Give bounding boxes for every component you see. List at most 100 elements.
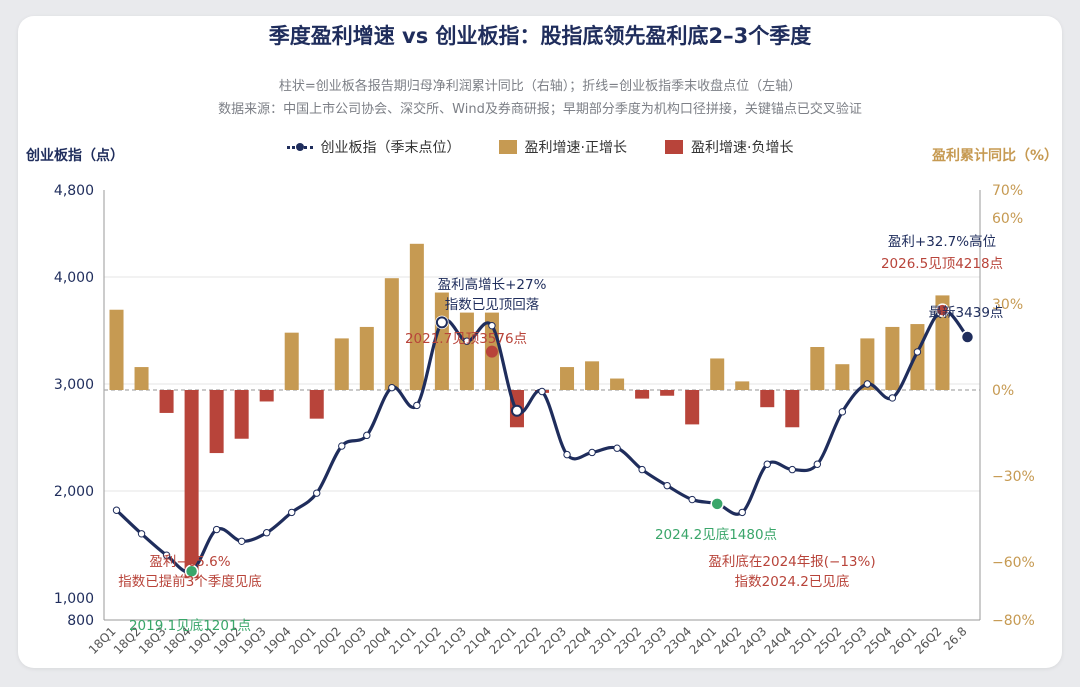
index-point [613, 444, 621, 452]
highlight-ring-marker [510, 404, 523, 417]
x-tick-label: 18Q1 [86, 624, 119, 657]
x-tick-label: 23Q4 [662, 624, 695, 657]
index-point [913, 348, 922, 356]
highlight-marker [935, 303, 950, 317]
legend: 创业板指（季末点位） 盈利增速·正增长 盈利增速·负增长 [0, 137, 1080, 157]
bar [685, 390, 700, 425]
index-point [663, 481, 671, 490]
x-tick-label: 25Q3 [837, 624, 870, 657]
x-tick-label: 24Q2 [712, 624, 745, 657]
legend-pos-swatch [498, 140, 517, 154]
bar [735, 381, 750, 390]
bar [785, 390, 800, 428]
x-tick-label: 21Q1 [386, 624, 419, 657]
index-point [388, 383, 396, 392]
left-tick-label: 3,000 [54, 377, 94, 393]
index-point [838, 408, 847, 416]
chart-title: 季度盈利增速 vs 创业板指：股指底领先盈利底2–3个季度 [268, 24, 812, 48]
left-tick-label: 800 [67, 613, 94, 629]
bar [760, 390, 775, 408]
legend-item-neg: 盈利增速·负增长 [665, 137, 793, 157]
x-tick-label: 20Q2 [311, 624, 344, 657]
x-tick-label: 22Q3 [536, 624, 569, 657]
chart-subtitle-2: 数据来源：中国上市公司协会、深交所、Wind及券商研报；早期部分季度为机构口径拼… [218, 102, 862, 117]
x-tick-label: 24Q4 [762, 624, 795, 657]
index-point [563, 450, 571, 459]
bar [635, 390, 650, 399]
legend-item-pos: 盈利增速·正增长 [498, 137, 627, 157]
x-tick-label: 24Q1 [687, 624, 720, 657]
bar [459, 312, 474, 390]
bar [409, 243, 424, 390]
bar [910, 324, 925, 390]
annotation: 最新3439点 [929, 305, 1004, 321]
x-tick-label: 26Q1 [887, 624, 920, 657]
highlight-marker [485, 345, 498, 358]
index-point [813, 460, 822, 468]
x-tick-label: 24Q3 [737, 624, 770, 657]
index-point [237, 537, 246, 545]
x-tick-label: 26.8 [941, 624, 970, 653]
index-point [112, 506, 121, 514]
x-tick-label: 25Q4 [862, 624, 895, 657]
left-tick-label: 4,000 [54, 270, 94, 286]
annotation: 2021.7见顶3576点 [405, 331, 527, 347]
bar [284, 332, 299, 390]
right-tick-label: 60% [992, 211, 1023, 227]
index-point [338, 442, 346, 450]
right-axis-label: 盈利累计同比（%） [931, 148, 1058, 164]
right-tick-label: −80% [992, 613, 1035, 629]
index-point [588, 448, 596, 457]
peak-ring-marker [435, 316, 448, 329]
bar [184, 390, 199, 579]
x-tick-label: 21Q4 [461, 624, 494, 657]
bar [610, 378, 625, 390]
bar [259, 390, 274, 402]
annotation: 盈利高增长+27% [438, 276, 547, 293]
index-point [463, 337, 471, 345]
chart-subtitle-1: 柱状=创业板各报告期归母净利润累计同比（右轴）；折线=创业板指季末收盘点位（左轴… [278, 79, 802, 94]
x-tick-label: 22Q2 [511, 624, 544, 657]
x-tick-label: 21Q2 [411, 624, 444, 657]
left-tick-label: 4,800 [54, 183, 94, 199]
index-point [137, 530, 146, 538]
legend-neg-swatch [665, 140, 683, 154]
x-tick-label: 20Q4 [361, 624, 394, 657]
x-tick-label: 21Q3 [436, 624, 469, 657]
index-point [212, 525, 221, 534]
highlight-marker [960, 330, 975, 344]
x-tick-label: 19Q4 [261, 624, 294, 657]
bar [159, 390, 174, 413]
bar [810, 347, 825, 390]
bar [234, 390, 249, 439]
annotation: 2026.5见顶4218点 [881, 256, 1003, 272]
bar [359, 326, 374, 390]
right-tick-label: −30% [992, 469, 1035, 485]
bar [209, 390, 224, 454]
legend-label-pos: 盈利增速·正增长 [524, 140, 627, 156]
x-tick-label: 25Q2 [812, 624, 845, 657]
bar [134, 367, 149, 390]
highlight-marker [710, 497, 724, 511]
left-tick-label: 2,000 [54, 484, 94, 500]
annotation: 盈利底在2024年报(−13%) [708, 554, 875, 570]
bar [710, 358, 725, 390]
annotation: 指数已见顶回落 [445, 297, 540, 313]
right-tick-label: −60% [992, 555, 1035, 571]
x-tick-label: 23Q1 [586, 624, 619, 657]
index-line [115, 308, 969, 574]
index-point [413, 401, 421, 410]
annotation: 指数已提前3个季度见底 [118, 573, 262, 590]
annotation: 2019.1见底1201点 [129, 618, 251, 634]
index-point [538, 387, 546, 396]
highlight-marker [184, 564, 199, 578]
x-tick-label: 20Q1 [286, 624, 319, 657]
x-tick-label: 26Q2 [912, 624, 945, 657]
index-point [863, 380, 872, 388]
x-tick-label: 23Q2 [611, 624, 644, 657]
legend-label-neg: 盈利增速·负增长 [691, 140, 794, 156]
right-tick-label: 0% [992, 383, 1014, 399]
index-point [638, 465, 646, 474]
bar [560, 367, 575, 390]
index-point [162, 551, 171, 559]
